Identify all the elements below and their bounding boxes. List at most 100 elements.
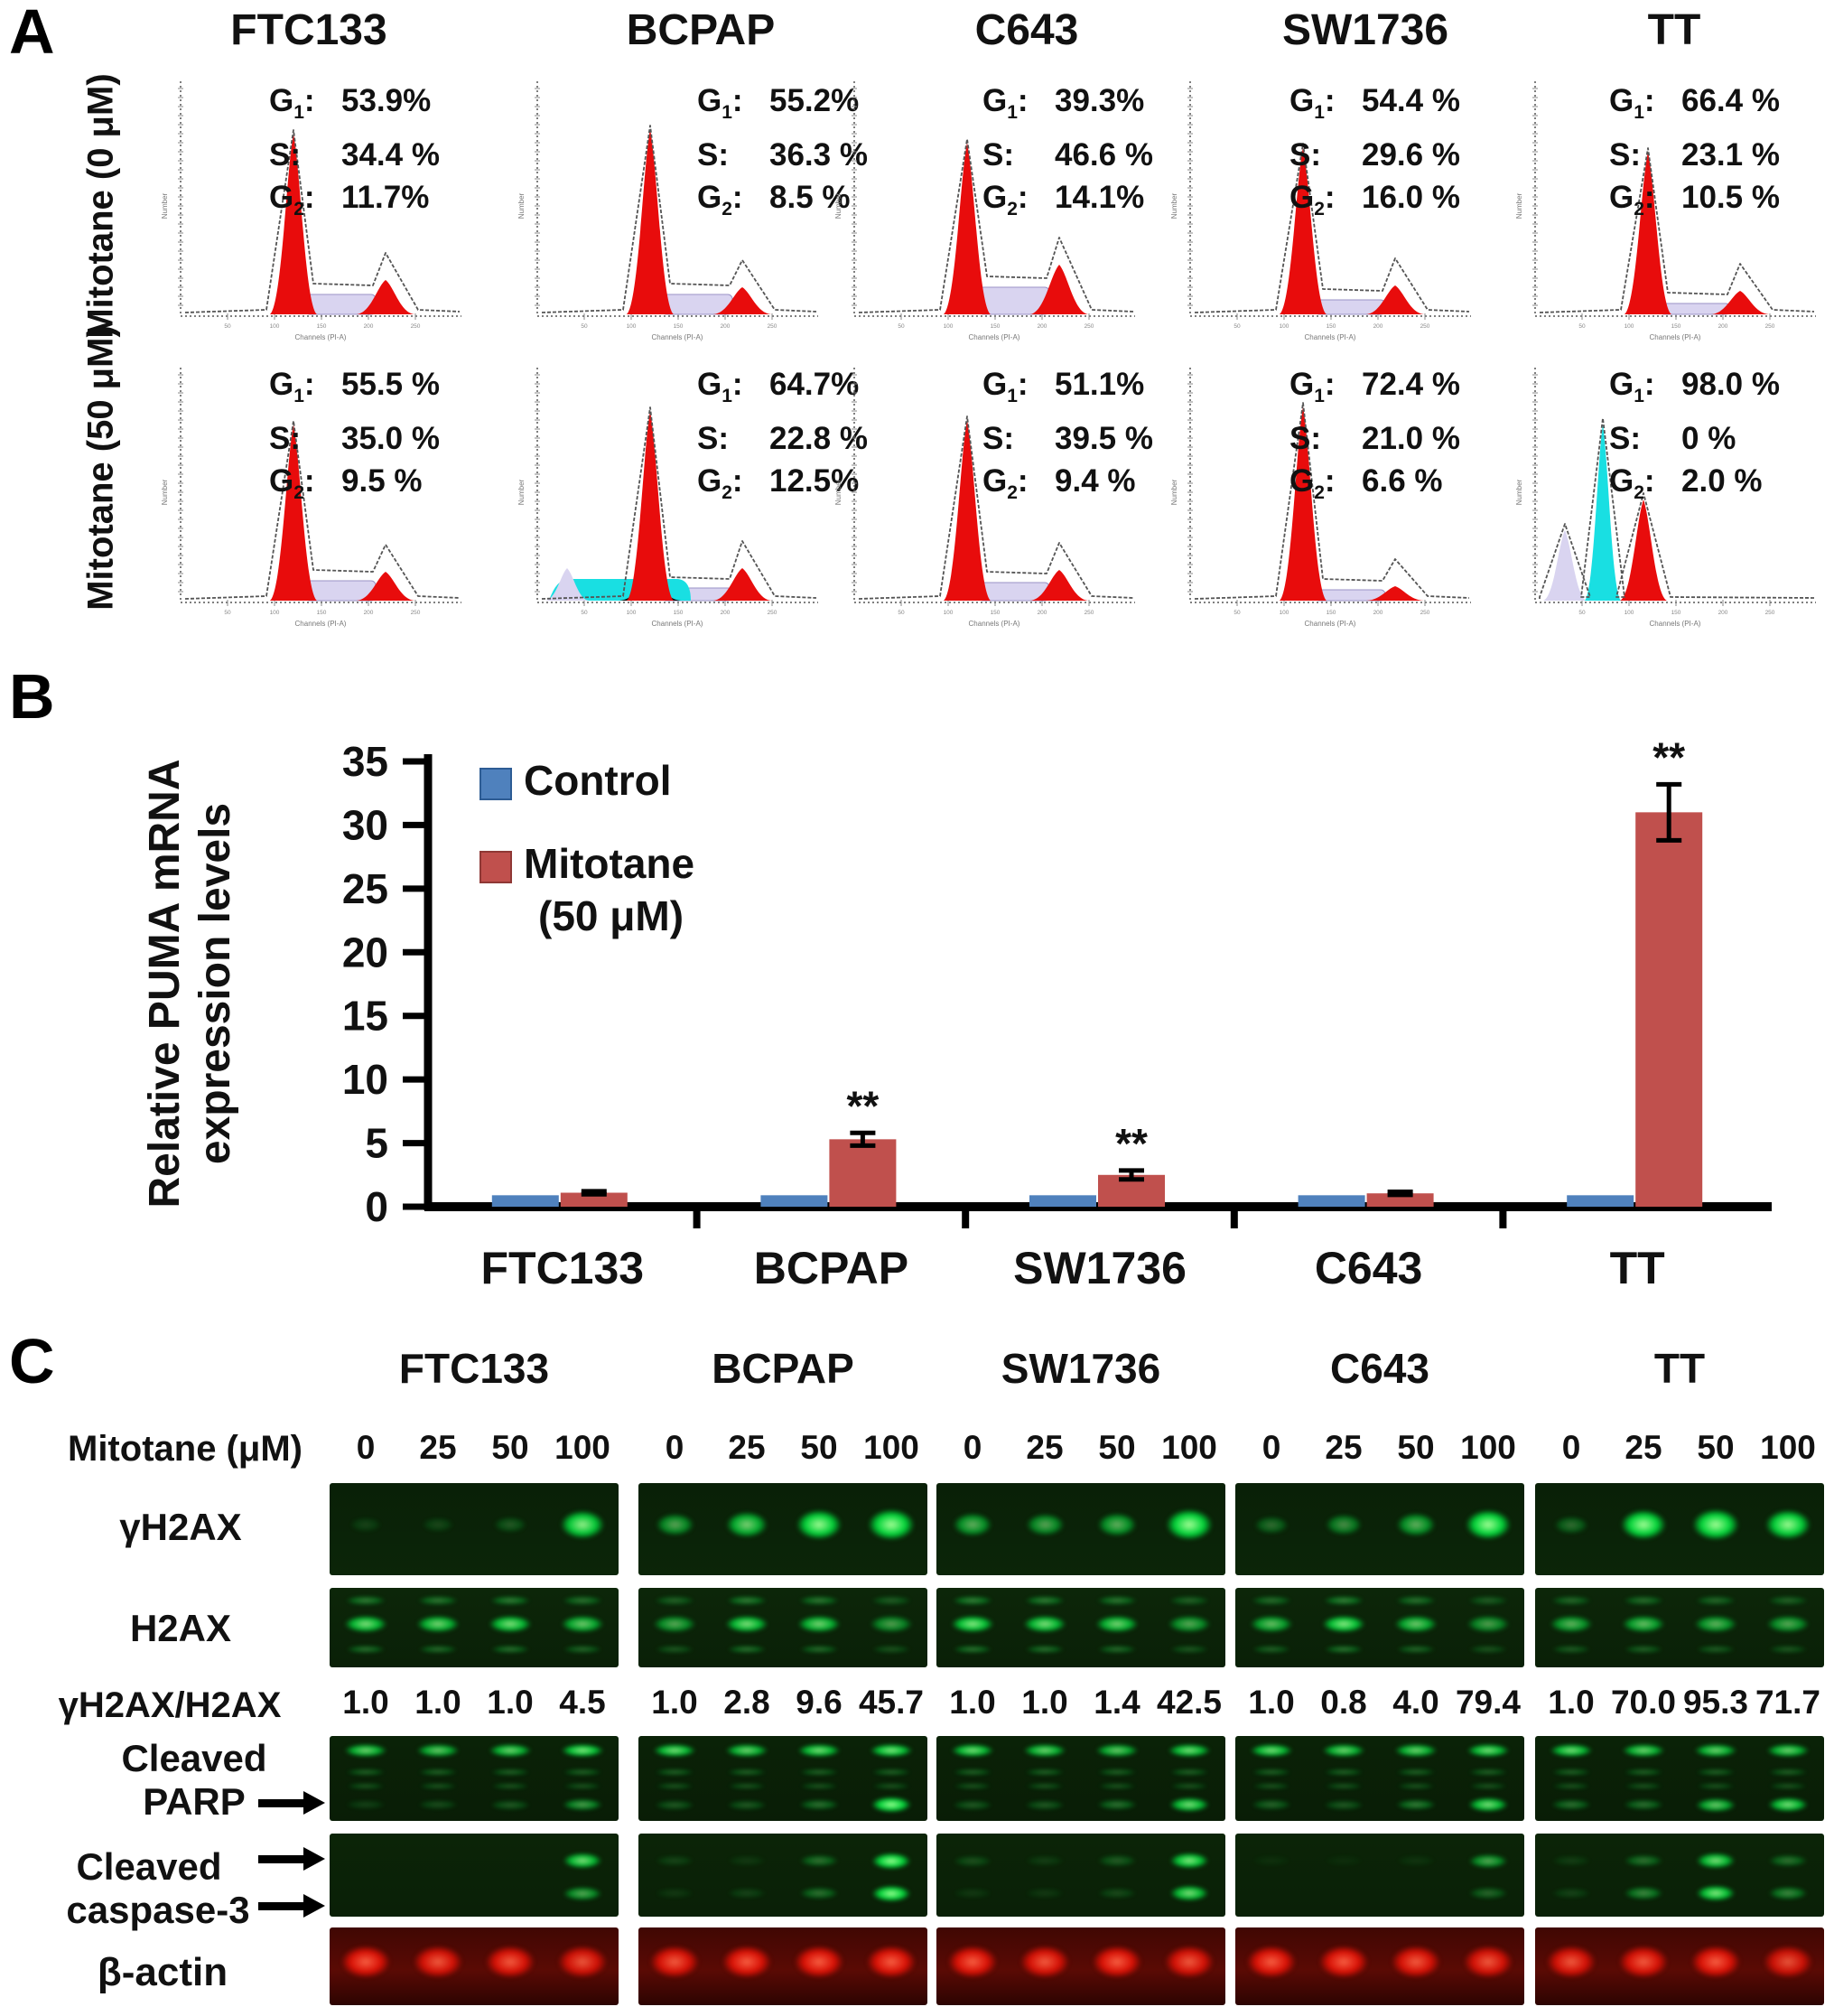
dose-TT-100: 100 [1760, 1429, 1816, 1466]
blot-band [1243, 1594, 1299, 1607]
svg-text:50: 50 [581, 323, 588, 330]
blot-bactin-FTC133 [330, 1927, 619, 2005]
svg-text:150: 150 [991, 610, 1001, 616]
stat-label: G1: [269, 367, 315, 406]
blot-band [555, 1768, 610, 1777]
blot-bactin-C643 [1235, 1927, 1524, 2005]
blot-band [1617, 1781, 1670, 1790]
blot-h2ax-SW1736 [936, 1588, 1225, 1667]
blot-band [1615, 1797, 1671, 1813]
blot-band [1760, 1794, 1816, 1815]
stat-label: S: [1609, 421, 1641, 456]
blot-band [1544, 1644, 1598, 1655]
blot-band [1389, 1768, 1443, 1777]
bar-control-TT [1567, 1195, 1634, 1207]
svg-text:250: 250 [1765, 323, 1775, 330]
blot-band [1541, 1741, 1601, 1759]
blot-band [404, 1939, 472, 1984]
stat-label: G1: [1289, 83, 1336, 123]
svg-text:Channels (PI-A): Channels (PI-A) [1650, 333, 1701, 341]
row-label-yh2ax: γH2AX [119, 1506, 242, 1548]
blot-band [1090, 1885, 1144, 1901]
blot-band [717, 1612, 777, 1636]
blot-cleaved-caspase3-BCPAP [638, 1834, 927, 1917]
svg-text:250: 250 [768, 610, 777, 616]
blot-band [1758, 1612, 1818, 1636]
blot-band [1458, 1741, 1518, 1759]
blot-band [1087, 1612, 1147, 1636]
blot-band [1244, 1853, 1299, 1868]
svg-text:100: 100 [1625, 610, 1634, 616]
blot-band [721, 1781, 773, 1790]
dose-TT-50: 50 [1697, 1429, 1735, 1466]
blot-band [1686, 1741, 1746, 1759]
blot-band [793, 1781, 845, 1790]
blot-band [645, 1612, 704, 1636]
cellcycle-stats-TT-0μM: G1: 66.4 % S: 23.1 % G2: 10.5 % [1609, 79, 1834, 230]
stat-label: G2: [982, 180, 1029, 219]
blot-band [1615, 1594, 1671, 1607]
blot-band [487, 1513, 534, 1536]
stat-value: 6.6 % [1362, 463, 1443, 499]
svg-text:250: 250 [1085, 323, 1094, 330]
category-label-TT: TT [1610, 1243, 1665, 1293]
ratio-FTC133-lane1: 1.0 [342, 1684, 389, 1721]
bar-control-C643 [1298, 1195, 1365, 1207]
blot-band [1090, 1853, 1144, 1869]
stat-value: 11.7% [341, 180, 430, 215]
blot-band [1760, 1594, 1816, 1607]
panel-c-column-C643: C643 [1330, 1345, 1429, 1392]
blot-band [717, 1507, 777, 1543]
blot-band [857, 1939, 926, 1984]
blot-band [1090, 1768, 1144, 1777]
blot-band [1317, 1644, 1371, 1655]
svg-text:Number: Number [1170, 192, 1178, 219]
stat-value: 22.8 % [769, 421, 868, 456]
blot-band [1537, 1939, 1606, 1984]
blot-band [1761, 1768, 1815, 1777]
stat-label: G1: [982, 83, 1029, 123]
caspase-arrow-lower-icon [258, 1894, 325, 1918]
blot-band [1314, 1741, 1373, 1759]
stat-value: 2.0 % [1681, 463, 1763, 499]
ratio-C643-lane3: 4.0 [1392, 1684, 1439, 1721]
blot-band [712, 1939, 781, 1984]
dose-SW1736-25: 25 [1026, 1429, 1064, 1466]
svg-text:35: 35 [342, 738, 388, 785]
blot-bactin-SW1736 [936, 1927, 1225, 2005]
stat-value: 21.0 % [1362, 421, 1460, 456]
stat-label: S: [1289, 421, 1321, 456]
blot-band [792, 1768, 846, 1777]
blot-band [1614, 1741, 1673, 1759]
blot-band [1317, 1510, 1370, 1539]
blot-band [1761, 1644, 1815, 1655]
blot-band [1018, 1644, 1072, 1655]
legend-swatch-control [479, 768, 512, 800]
blot-band [945, 1853, 1000, 1869]
blot-band [1756, 1504, 1820, 1545]
significance-BCPAP: ** [846, 1082, 879, 1129]
cellcycle-stats-C643-50μM: G1: 51.1% S: 39.5 % G2: 9.4 % [982, 363, 1210, 514]
blot-h2ax-C643 [1235, 1588, 1524, 1667]
blot-band [1162, 1644, 1216, 1655]
blot-band [720, 1768, 774, 1777]
panel-a-column-C643: C643 [974, 6, 1079, 54]
blot-band [1690, 1781, 1742, 1790]
stat-label: G2: [1289, 180, 1336, 219]
blot-band [476, 1939, 545, 1984]
blot-band [647, 1768, 702, 1777]
ratio-TT-lane2: 70.0 [1610, 1684, 1676, 1721]
blot-band [789, 1612, 849, 1636]
blot-band [1461, 1644, 1515, 1655]
blot-band [640, 1939, 709, 1984]
blot-band [1162, 1768, 1216, 1777]
blot-band [338, 1594, 394, 1607]
blot-band [408, 1612, 468, 1636]
svg-text:Number: Number [1515, 479, 1523, 505]
blot-h2ax-BCPAP [638, 1588, 927, 1667]
svg-text:Channels (PI-A): Channels (PI-A) [295, 333, 347, 341]
svg-text:200: 200 [1373, 610, 1383, 616]
stat-value: 55.2% [769, 83, 860, 118]
blot-band [945, 1508, 1001, 1541]
blot-band [1614, 1612, 1673, 1636]
